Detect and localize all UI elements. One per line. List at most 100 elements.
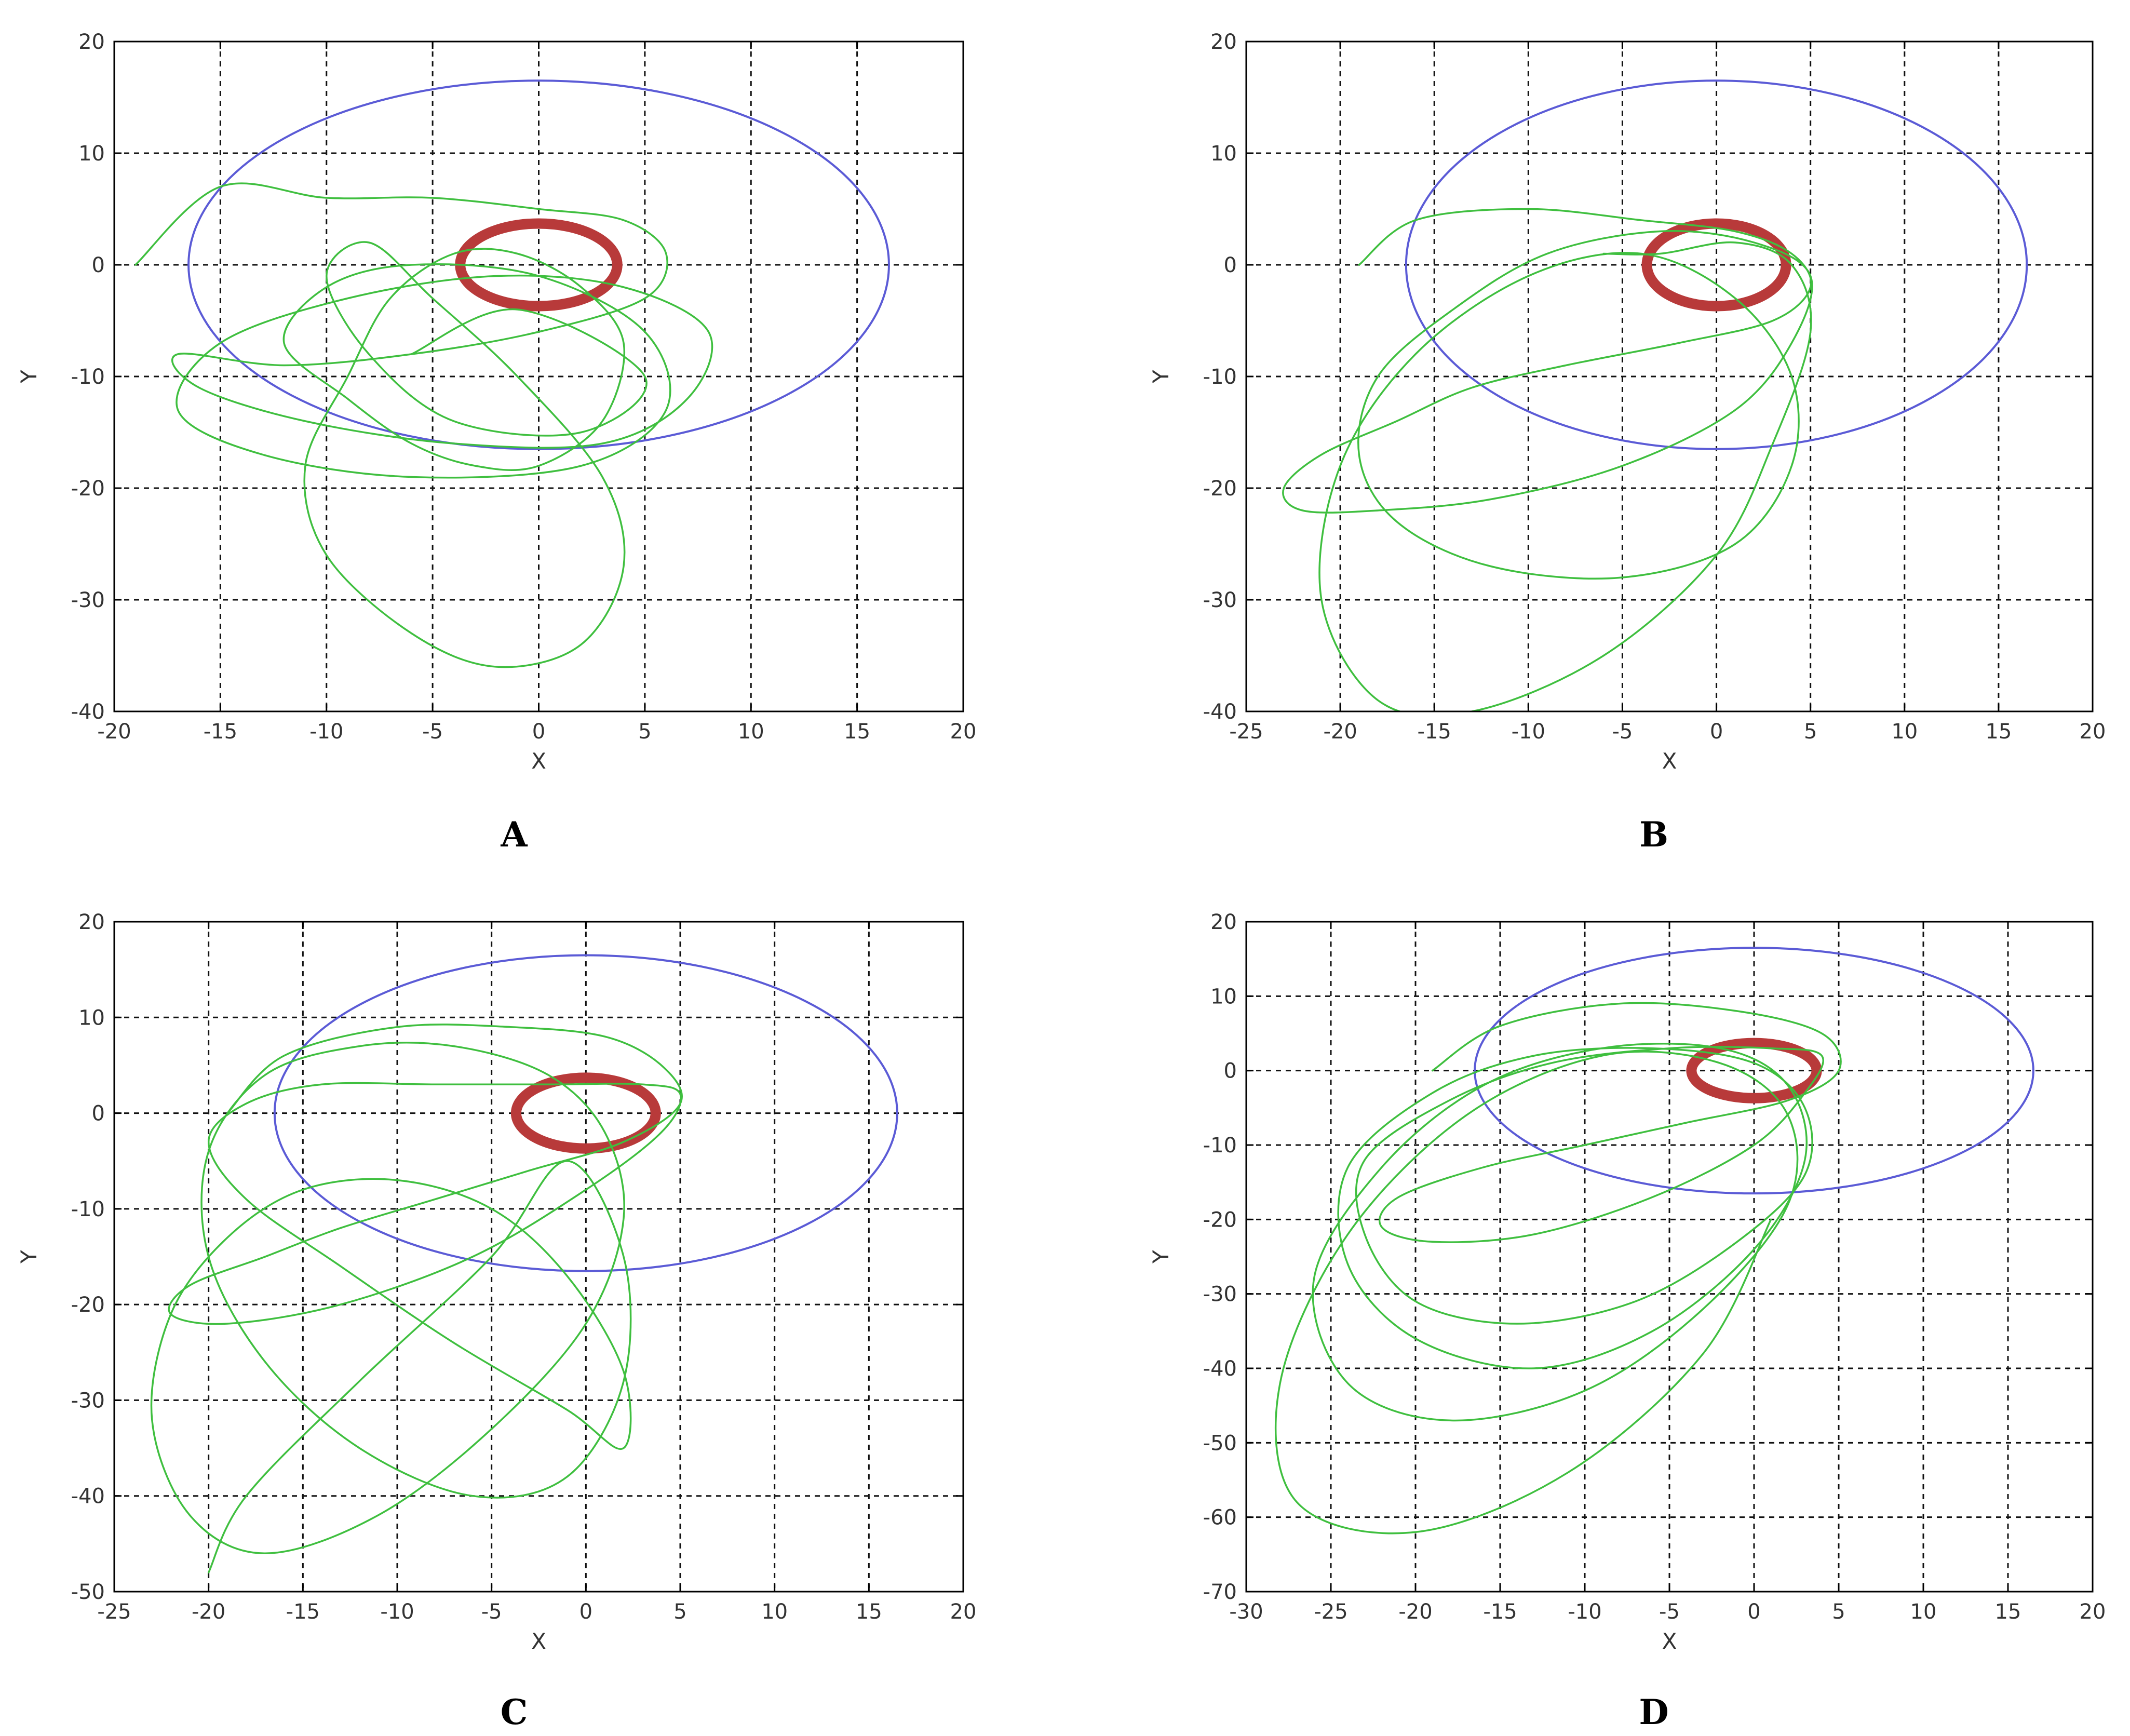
x-axis-label: X	[531, 748, 546, 774]
inner-orbit-ellipse	[1686, 1038, 1822, 1103]
outer-orbit-ellipse	[1405, 79, 2028, 450]
x-tick-label: -20	[1323, 720, 1357, 744]
plot-area	[150, 954, 898, 1573]
x-tick-label: -10	[380, 1600, 414, 1624]
x-tick-label: 5	[638, 720, 651, 744]
outer-orbit-ellipse	[273, 954, 898, 1272]
x-tick-label: -25	[1229, 720, 1263, 744]
y-tick-label: -10	[1203, 1134, 1237, 1158]
x-tick-label: -5	[1659, 1600, 1680, 1624]
trajectory-line	[1275, 1002, 1842, 1535]
trajectory-line	[150, 1024, 683, 1573]
panel-label: B	[1639, 814, 1668, 855]
y-tick-label: -10	[71, 365, 105, 389]
x-tick-label: 15	[856, 1600, 882, 1624]
x-tick-label: 20	[950, 1600, 977, 1624]
x-tick-label: 15	[1995, 1600, 2021, 1624]
x-tick-label: 10	[1910, 1600, 1937, 1624]
y-tick-label: 20	[78, 910, 105, 934]
x-axis-label: X	[1662, 748, 1677, 774]
plot-area	[1282, 79, 2028, 711]
y-tick-label: -20	[1203, 477, 1237, 501]
x-tick-label: 5	[1804, 720, 1817, 744]
y-axis-label: Y	[1148, 370, 1174, 384]
x-tick-label: 10	[761, 1600, 788, 1624]
plot-area	[1275, 947, 2034, 1535]
y-axis-label: Y	[1148, 1250, 1174, 1264]
x-tick-label: -15	[286, 1600, 320, 1624]
inner-orbit-ellipse	[1641, 218, 1791, 312]
x-tick-label: -20	[192, 1600, 225, 1624]
outer-orbit-ellipse	[187, 79, 890, 450]
y-tick-label: -30	[71, 588, 105, 612]
y-tick-label: -40	[71, 700, 105, 724]
y-tick-label: 20	[1210, 910, 1237, 934]
x-tick-label: -30	[1229, 1600, 1263, 1624]
y-tick-label: -30	[1203, 1283, 1237, 1307]
y-tick-label: -30	[71, 1389, 105, 1412]
y-tick-label: 10	[1210, 142, 1237, 166]
plot-area	[134, 79, 890, 668]
panel-b: -25 -20 -15 -10 -5 0 5 10 15 20 -40 -30 -20 -10 0 10 20 X…	[1148, 30, 2106, 855]
y-tick-label: 10	[1210, 985, 1237, 1008]
y-tick-label: -40	[1203, 700, 1237, 724]
x-tick-label: 0	[1710, 720, 1723, 744]
y-tick-label: -20	[1203, 1208, 1237, 1232]
x-tick-label: 5	[673, 1600, 686, 1624]
y-tick-label: -40	[71, 1485, 105, 1509]
x-tick-label: -15	[1483, 1600, 1517, 1624]
y-tick-label: 0	[1224, 1059, 1237, 1083]
x-tick-label: -10	[1568, 1600, 1601, 1624]
x-tick-label: -15	[204, 720, 237, 744]
y-tick-label: 0	[1224, 253, 1237, 277]
y-tick-label: 10	[78, 1006, 105, 1030]
y-tick-label: -50	[1203, 1431, 1237, 1455]
trajectory-line	[134, 182, 713, 668]
y-tick-label: 20	[1210, 30, 1237, 54]
outer-orbit-ellipse	[1474, 947, 2034, 1195]
panel-d: -30 -25 -20 -15 -10 -5 0 5 10 15 20-70-60-50-40-30…	[1148, 910, 2106, 1732]
x-tick-label: -15	[1418, 720, 1451, 744]
inner-orbit-ellipse	[510, 1072, 661, 1154]
x-tick-label: -20	[97, 720, 131, 744]
y-tick-label: 0	[92, 1102, 105, 1126]
x-axis-label: X	[531, 1629, 546, 1654]
x-tick-label: 0	[1747, 1600, 1760, 1624]
axes-frame	[113, 921, 964, 1593]
y-tick-label: 20	[78, 30, 105, 54]
x-tick-label: -25	[1314, 1600, 1347, 1624]
x-axis-label: X	[1662, 1629, 1677, 1654]
x-tick-label: -20	[1398, 1600, 1432, 1624]
y-tick-label: -30	[1203, 588, 1237, 612]
x-tick-label: -10	[309, 720, 343, 744]
y-tick-label: -10	[71, 1197, 105, 1221]
trajectory-line	[1282, 208, 1813, 711]
y-tick-label: -20	[71, 477, 105, 501]
x-tick-label: 10	[738, 720, 764, 744]
y-tick-label: -50	[71, 1580, 105, 1604]
x-tick-label: 20	[2080, 1600, 2106, 1624]
y-axis-label: Y	[16, 1250, 42, 1264]
panel-label: D	[1639, 1692, 1668, 1732]
x-tick-label: -5	[422, 720, 443, 744]
x-tick-label: -10	[1512, 720, 1545, 744]
axes-frame	[1245, 41, 2094, 712]
y-tick-label: 0	[92, 253, 105, 277]
x-tick-label: 15	[844, 720, 870, 744]
panel-a: -20 -15 -10 -5 0 5 10 15 20 -40 -30 -20 -10 0 10 20 X Y A	[16, 30, 976, 855]
x-tick-label: 20	[2080, 720, 2106, 744]
y-tick-label: -10	[1203, 365, 1237, 389]
y-tick-label: 10	[78, 142, 105, 166]
x-tick-label: 20	[950, 720, 977, 744]
y-tick-label: -60	[1203, 1506, 1237, 1530]
x-tick-label: -5	[1612, 720, 1633, 744]
x-tick-label: 15	[1985, 720, 2012, 744]
y-tick-label: -40	[1203, 1357, 1237, 1381]
y-tick-label: -70	[1203, 1580, 1237, 1604]
y-tick-label: -20	[71, 1293, 105, 1317]
x-tick-label: 5	[1832, 1600, 1845, 1624]
y-axis-label: Y	[16, 370, 42, 384]
x-tick-label: 0	[579, 1600, 592, 1624]
x-tick-label: 0	[532, 720, 545, 744]
